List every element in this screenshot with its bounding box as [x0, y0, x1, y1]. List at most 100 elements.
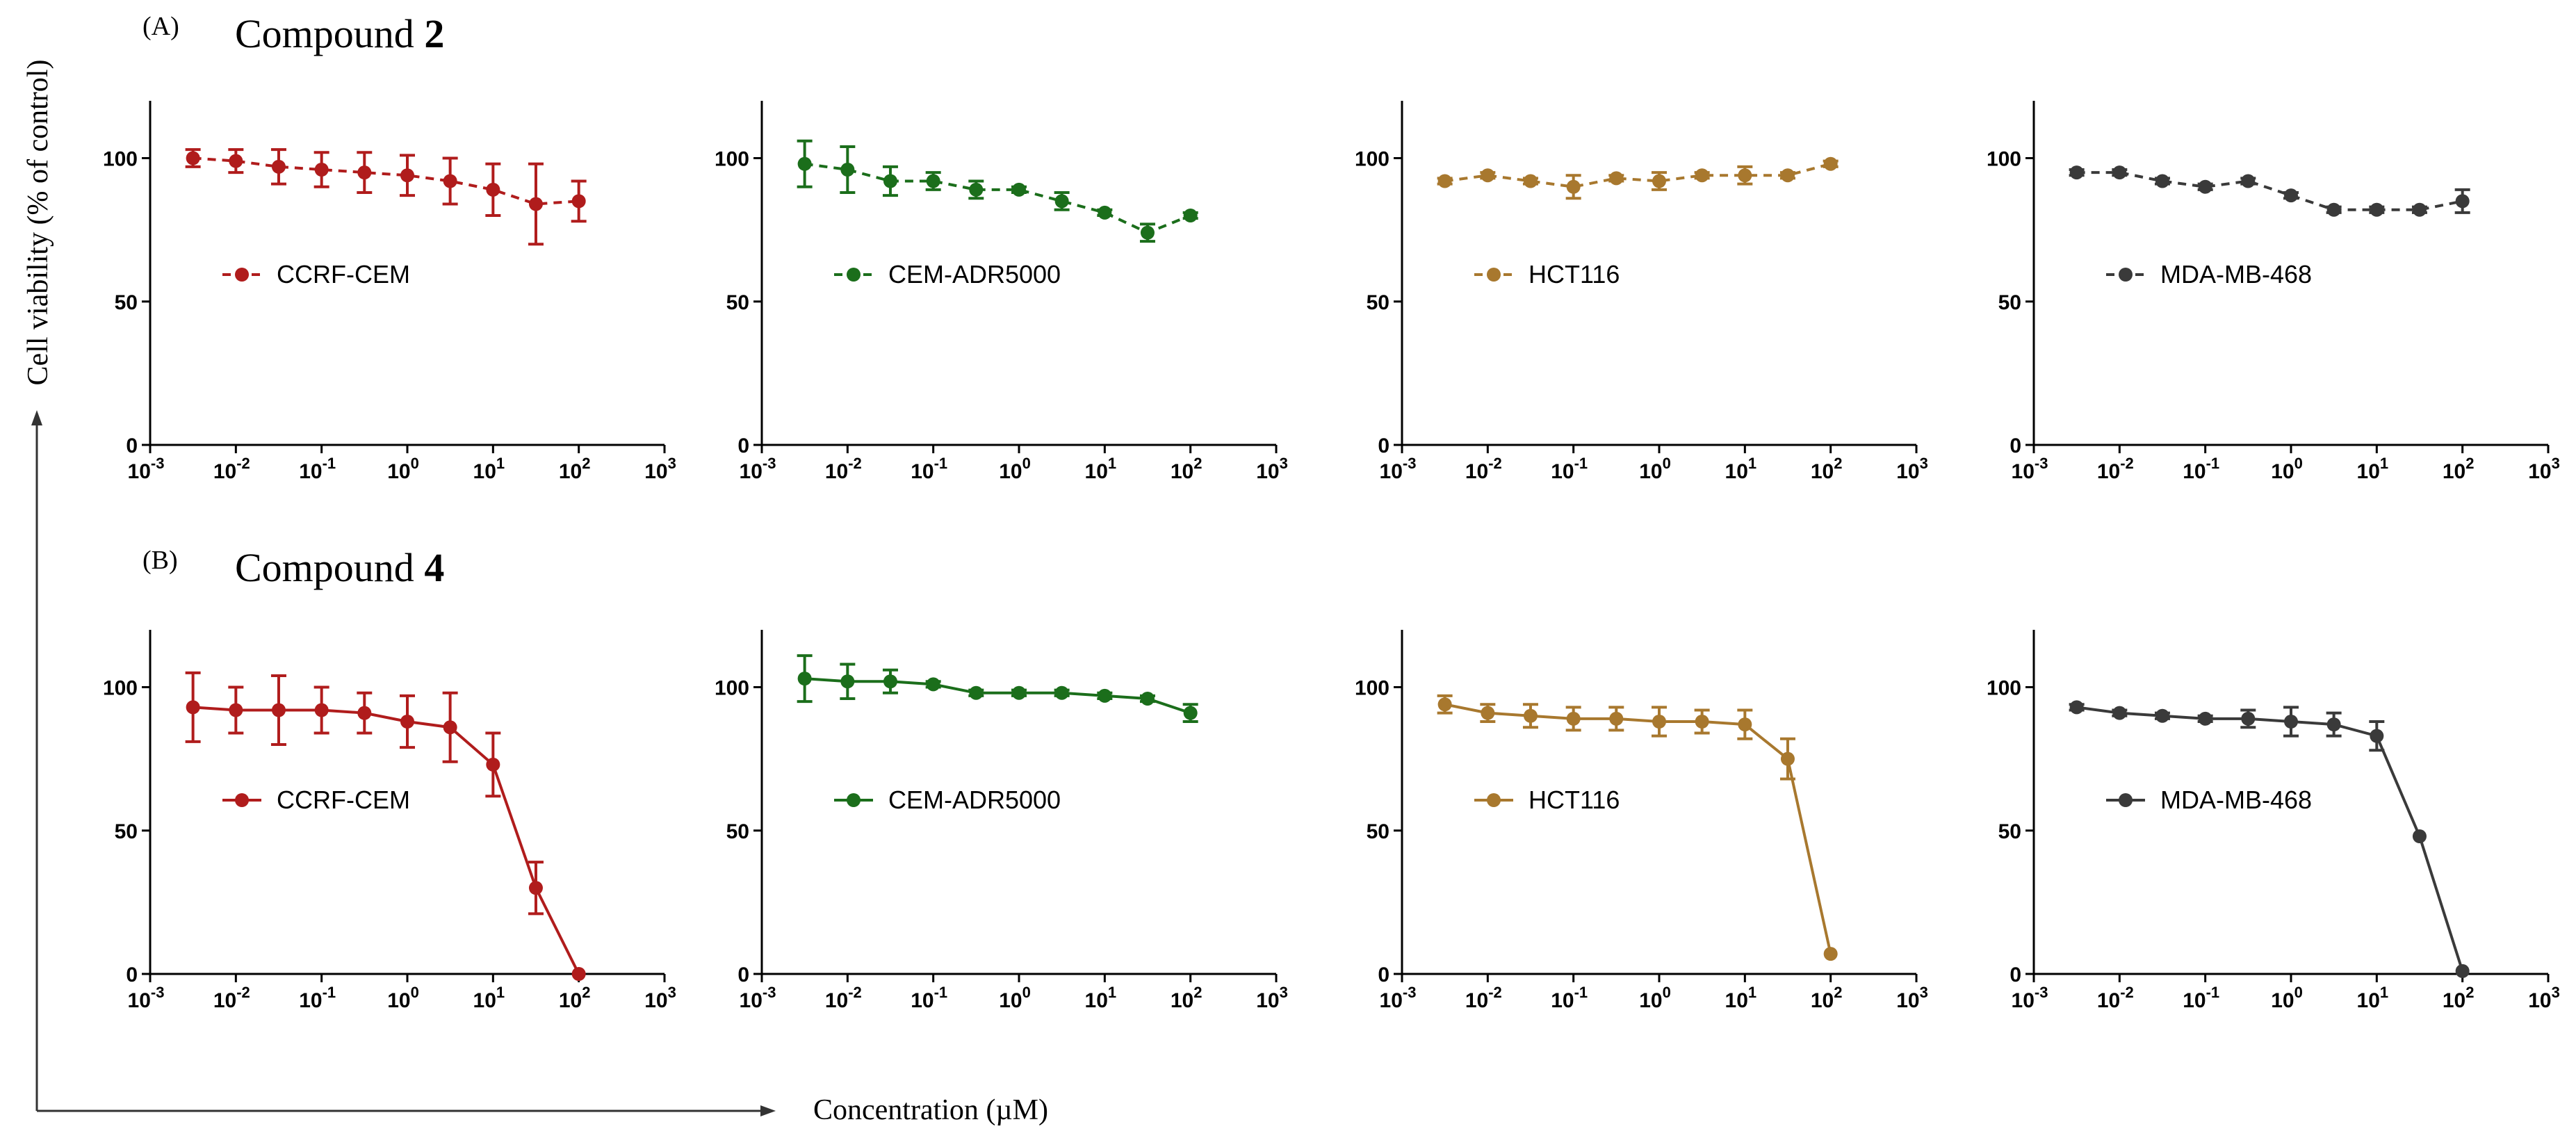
data-point [1523, 174, 1538, 188]
y-tick-label: 50 [726, 820, 749, 843]
x-tick-label: 10-2 [1465, 984, 1502, 1012]
data-point [926, 677, 940, 692]
x-tick-label: 102 [1171, 455, 1203, 483]
data-point [486, 757, 500, 772]
series-line [2076, 706, 2464, 972]
x-tick-label: 10-3 [1380, 455, 1417, 483]
data-point [1523, 708, 1538, 723]
legend-label: MDA-MB-468 [2160, 786, 2312, 814]
data-point [1823, 156, 1838, 171]
data-point [1566, 711, 1581, 726]
x-tick-label: 100 [387, 455, 419, 483]
legend-marker [2119, 268, 2133, 282]
y-tick-label: 100 [103, 148, 138, 171]
data-point [2198, 711, 2212, 726]
x-tick-label: 10-2 [2097, 455, 2134, 483]
legend-marker [847, 268, 861, 282]
panel-a-title-prefix: Compound [235, 11, 424, 56]
legend-label: CEM-ADR5000 [888, 786, 1061, 814]
data-point [2155, 174, 2169, 188]
data-point [486, 182, 500, 197]
data-point [357, 706, 372, 720]
data-point [1823, 947, 1838, 961]
chart-a-mda-mb-468: 0 50 100 10-3 10-2 10-1 100 101 102 103 MDA-MB-468 [1987, 101, 2560, 483]
x-tick-label: 103 [1896, 984, 1928, 1012]
data-point [969, 182, 984, 197]
data-point [2112, 706, 2127, 720]
x-tick-label: 103 [1896, 455, 1928, 483]
panel-b-tag: (B) [142, 546, 178, 575]
data-point [2370, 729, 2384, 743]
x-tick-label: 10-3 [740, 984, 776, 1012]
data-point [2284, 715, 2298, 729]
data-point [571, 967, 586, 981]
data-point [969, 685, 984, 700]
x-tick-label: 102 [2443, 984, 2475, 1012]
data-point [1609, 711, 1624, 726]
x-tick-label: 10-1 [2183, 984, 2219, 1012]
data-point [271, 159, 286, 174]
data-point [528, 197, 543, 211]
x-tick-label: 102 [559, 984, 591, 1012]
x-tick-label: 103 [2528, 984, 2560, 1012]
x-tick-label: 10-2 [1465, 455, 1502, 483]
data-point [1183, 209, 1198, 222]
data-point [1566, 179, 1581, 194]
data-point [400, 715, 414, 729]
data-point [2198, 179, 2212, 194]
y-tick-label: 100 [715, 677, 749, 700]
legend-label: CCRF-CEM [277, 786, 410, 814]
data-point [797, 156, 812, 171]
charts: 0 50 100 10-3 10-2 10-1 100 101 102 103 CCRF-CEM 0 5… [103, 101, 2560, 1012]
y-tick-label: 50 [1998, 820, 2021, 843]
x-tick-label: 10-3 [128, 455, 165, 483]
y-tick-label: 100 [103, 677, 138, 700]
x-tick-label: 100 [1639, 455, 1671, 483]
panel-b-title-prefix: Compound [235, 545, 424, 590]
data-point [2155, 708, 2169, 723]
x-tick-label: 100 [999, 455, 1031, 483]
panel-a-title-number: 2 [424, 11, 444, 56]
series-line [804, 677, 1191, 715]
legend-marker [847, 793, 861, 807]
y-tick-label: 0 [737, 964, 749, 986]
legend-marker [1487, 793, 1501, 807]
y-tick-label: 0 [737, 434, 749, 457]
chart-b-mda-mb-468: 0 50 100 10-3 10-2 10-1 100 101 102 103 MDA-MB-468 [1987, 630, 2560, 1012]
legend-label: CCRF-CEM [277, 260, 410, 288]
x-tick-label: 100 [999, 984, 1031, 1012]
y-tick-label: 50 [1367, 291, 1389, 314]
data-point [1652, 715, 1666, 729]
data-point [186, 700, 200, 715]
x-tick-label: 10-3 [740, 455, 776, 483]
x-tick-label: 101 [1725, 455, 1757, 483]
legend-marker [2119, 793, 2133, 807]
data-point [1437, 174, 1452, 188]
x-tick-label: 101 [2357, 455, 2389, 483]
panel-a-title: Compound 2 [235, 11, 444, 56]
y-tick-label: 0 [126, 434, 138, 457]
y-tick-label: 100 [715, 148, 749, 171]
x-tick-label: 10-1 [1551, 455, 1588, 483]
series-line [193, 156, 579, 206]
x-tick-label: 10-3 [2012, 984, 2048, 1012]
data-point [1481, 706, 1495, 720]
data-point [840, 163, 855, 177]
data-point [1481, 168, 1495, 183]
y-tick-label: 100 [1987, 677, 2021, 700]
data-point [2326, 717, 2341, 732]
y-tick-label: 100 [1355, 148, 1389, 171]
data-point [1738, 717, 1752, 732]
y-tick-label: 0 [1378, 964, 1389, 986]
x-tick-label: 100 [2271, 984, 2303, 1012]
data-point [1140, 225, 1155, 240]
legend-label: HCT116 [1529, 786, 1620, 814]
y-tick-label: 50 [1367, 820, 1389, 843]
data-point [571, 194, 586, 209]
x-tick-label: 100 [1639, 984, 1671, 1012]
data-point [1098, 688, 1112, 703]
data-point [840, 674, 855, 689]
series-line [2076, 171, 2463, 211]
x-tick-label: 10-1 [911, 455, 947, 483]
data-point [883, 174, 897, 188]
